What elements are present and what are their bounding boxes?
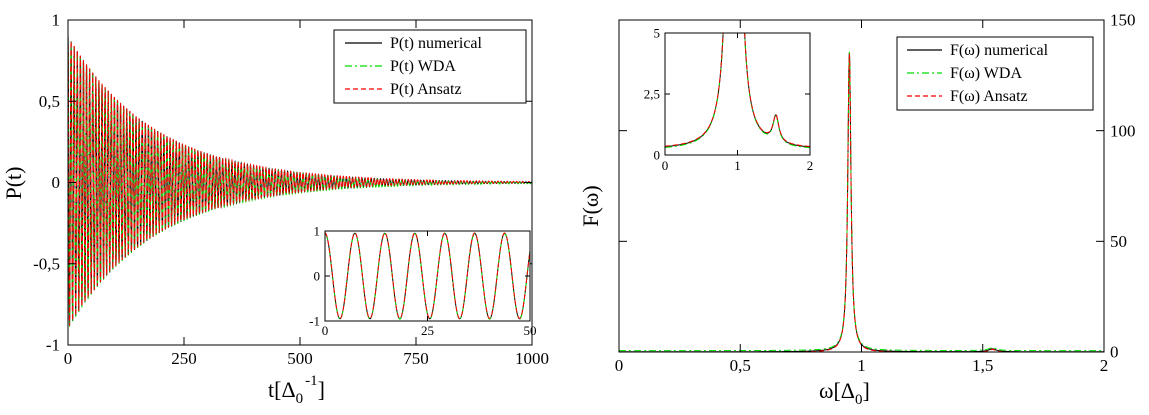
left-ticklabel-y-0: -1	[46, 336, 60, 355]
left-ticklabel-x-4: 1000	[515, 349, 549, 368]
left-inset-ticklabel-x-2: 50	[524, 323, 537, 338]
left-series-group	[68, 35, 532, 327]
right-inset-ticks	[664, 32, 811, 156]
right-series-f-wda	[619, 51, 1104, 352]
left-legend-label-numerical: P(t) numerical	[390, 35, 483, 52]
right-legend: F(ω) numerical F(ω) WDA F(ω) Ansatz	[896, 36, 1094, 111]
left-inset: 0 25 50-101	[309, 223, 536, 338]
right-xlabel-sub: 0	[855, 392, 863, 408]
right-ylabel: F(ω)	[578, 185, 603, 226]
left-xlabel: t[Δ0-1]	[268, 373, 325, 407]
left-inset-ticks	[324, 230, 531, 322]
left-inset-series-p-t-ansatz	[325, 232, 530, 319]
left-inset-series-group	[325, 232, 530, 320]
left-legend-label-ansatz: P(t) Ansatz	[390, 81, 462, 98]
left-inset-background	[325, 231, 530, 321]
right-inset-series-f-ansatz	[665, 33, 810, 147]
left-ticklabel-y-2: 0	[52, 173, 61, 192]
right-xlabel-close: ]	[862, 378, 869, 403]
right-ticklabel-x-4: 2	[1100, 356, 1109, 375]
right-ticklabel-yr-3: 150	[1110, 11, 1136, 30]
right-ticklabel-yr-0: 0	[1110, 343, 1119, 362]
right-xlabel: ω[Δ0]	[819, 378, 870, 408]
right-inset-series-f-wda	[665, 33, 810, 149]
left-ticklabel-y-1: -0,5	[33, 254, 60, 273]
right-xlabel-main: ω[Δ	[819, 378, 855, 403]
left-inset-ticklabel-x-0: 0	[322, 323, 329, 338]
left-inset-tick-labels: 0 25 50-101	[309, 223, 536, 338]
right-ticklabel-yr-2: 100	[1110, 121, 1136, 140]
right-inset-ticklabel-x-2: 2	[807, 158, 814, 173]
right-ticklabel-x-0: 0	[615, 356, 624, 375]
left-tick-labels: 0 250 500 750 1000-1-0,500,51	[33, 11, 549, 368]
right-inset-background	[665, 33, 810, 155]
right-inset-series-group	[665, 33, 810, 149]
left-ticklabel-x-1: 250	[171, 349, 197, 368]
right-legend-label-ansatz: F(ω) Ansatz	[950, 88, 1028, 105]
right-ticks	[618, 19, 1105, 353]
left-ticklabel-x-3: 750	[403, 349, 429, 368]
left-ticklabel-y-3: 0,5	[39, 92, 60, 111]
right-ticklabel-x-2: 1	[857, 356, 866, 375]
left-xlabel-sub: 0	[296, 391, 304, 407]
right-inset-ticklabel-x-1: 1	[734, 158, 741, 173]
right-ticklabel-x-1: 0,5	[730, 356, 751, 375]
right-inset-ticklabel-y-2: 5	[654, 25, 661, 40]
left-inset-ticklabel-y-1: 0	[314, 268, 321, 283]
right-legend-label-numerical: F(ω) numerical	[950, 42, 1049, 59]
right-ticklabel-yr-1: 50	[1110, 232, 1127, 251]
left-ticklabel-y-4: 1	[52, 11, 61, 30]
right-inset-ticklabel-x-0: 0	[662, 158, 669, 173]
left-xlabel-sup: -1	[305, 373, 318, 389]
left-inset-ticklabel-y-2: 1	[314, 223, 321, 238]
left-ylabel: P(t)	[1, 167, 26, 200]
left-ticklabel-x-2: 500	[287, 349, 313, 368]
left-inset-ticklabel-y-0: -1	[309, 313, 320, 328]
right-inset-ticklabel-y-1: 2,5	[644, 86, 660, 101]
left-legend: P(t) numerical P(t) WDA P(t) Ansatz	[333, 29, 527, 104]
right-inset-ticklabel-y-0: 0	[654, 147, 661, 162]
left-xlabel-close: ]	[318, 377, 325, 402]
left-ticklabel-x-0: 0	[64, 349, 73, 368]
left-series-p-t-ansatz	[68, 35, 532, 326]
right-inset: 0 1 2 0 2,5 5	[644, 25, 814, 173]
left-legend-label-wda: P(t) WDA	[390, 58, 456, 75]
right-inset-tick-labels: 0 1 2 0 2,5 5	[644, 25, 814, 173]
left-plot: 0 250 500 750 1000-1-0,500,51 P(t) t[Δ0-1] P…	[1, 11, 549, 407]
left-xlabel-main: t[Δ	[268, 377, 296, 402]
left-inset-ticklabel-x-1: 25	[421, 323, 434, 338]
right-legend-label-wda: F(ω) WDA	[950, 65, 1022, 82]
right-legend-box	[896, 36, 1094, 111]
right-ticklabel-x-3: 1,5	[972, 356, 993, 375]
